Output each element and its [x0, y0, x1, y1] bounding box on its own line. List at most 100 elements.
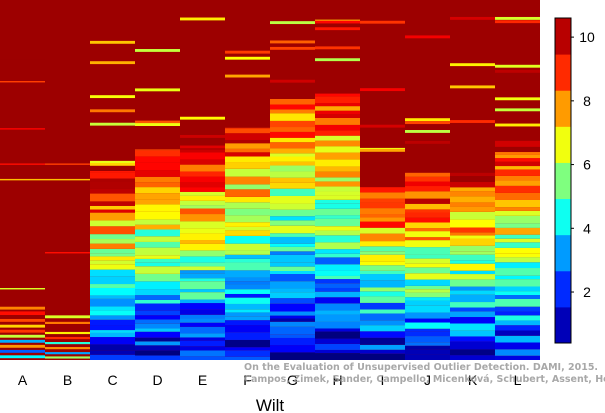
heatmap-cell [270, 292, 315, 299]
heatmap-cell [315, 349, 360, 354]
heatmap-cell [315, 130, 360, 136]
heatmap-cell [405, 203, 450, 210]
heatmap-cell [315, 140, 360, 147]
heatmap-cell [225, 289, 270, 294]
heatmap-cell [360, 251, 405, 255]
heatmap-cell [270, 153, 315, 157]
heatmap-cell [45, 336, 90, 340]
heatmap-cell [0, 324, 45, 328]
heatmap-cell [135, 123, 180, 126]
heatmap-cell [180, 278, 225, 282]
heatmap-cell [180, 171, 225, 177]
heatmap-cell [270, 137, 315, 143]
heatmap-cell [180, 149, 225, 153]
heatmap-cell [270, 79, 315, 83]
heatmap-cell [405, 35, 450, 39]
heatmap-cell [0, 349, 45, 353]
heatmap-cell [225, 202, 270, 209]
heatmap-cell [360, 309, 405, 314]
heatmap-cell [135, 266, 180, 274]
heatmap-cell [360, 148, 405, 152]
heatmap-cell [90, 276, 135, 285]
heatmap-cell [90, 182, 135, 189]
heatmap-cell [360, 320, 405, 326]
heatmap-cell [405, 231, 450, 238]
heatmap-cell [180, 208, 225, 215]
heatmap-cell [405, 228, 450, 232]
heatmap-cell [405, 292, 450, 298]
heatmap-cell [90, 337, 135, 345]
heatmap-cell [135, 331, 180, 338]
colorbar-tick-label: 2 [583, 284, 591, 300]
heatmap-cell [135, 182, 180, 188]
x-tick-label: F [243, 372, 252, 388]
heatmap-cell [405, 354, 450, 360]
heatmap-cell [90, 95, 135, 99]
heatmap-cell [495, 268, 540, 276]
heatmap-cell [90, 239, 135, 244]
heatmap-cell [225, 316, 270, 321]
heatmap-cell [135, 255, 180, 259]
heatmap-cell [450, 172, 495, 177]
colorbar-segment [555, 162, 571, 200]
heatmap-cell [450, 232, 495, 236]
heatmap-cell [180, 250, 225, 257]
heatmap-cell [135, 156, 180, 163]
heatmap-cell [135, 187, 180, 194]
heatmap-cell [360, 187, 405, 193]
heatmap-cell [450, 311, 495, 318]
heatmap-cell [315, 152, 360, 160]
heatmap-cell [495, 234, 540, 239]
heatmap-cell [450, 171, 495, 173]
heatmap-cell [495, 210, 540, 216]
heatmap-cell [315, 242, 360, 250]
heatmap-cell [495, 180, 540, 186]
heatmap-cell [135, 258, 180, 263]
heatmap-cell [270, 148, 315, 154]
heatmap-cell [180, 314, 225, 319]
heatmap-cell [360, 353, 405, 360]
heatmap-cell [0, 0, 45, 60]
heatmap-cell [225, 356, 270, 360]
x-axis-label: Wilt [256, 396, 285, 413]
heatmap-cell [360, 241, 405, 247]
heatmap-cell [180, 346, 225, 351]
heatmap-cell [450, 294, 495, 303]
heatmap-cell [315, 253, 360, 258]
heatmap-cell [405, 237, 450, 241]
heatmap-cell [270, 326, 315, 335]
heatmap-cell [450, 63, 495, 67]
heatmap-cell [90, 209, 135, 213]
heatmap-cell [90, 354, 135, 360]
heatmap-cell [135, 262, 180, 267]
heatmap-cell [450, 120, 495, 123]
heatmap-cell [135, 295, 180, 300]
heatmap-cell [270, 315, 315, 319]
heatmap-cell [450, 302, 495, 308]
heatmap-cell [360, 221, 405, 228]
heatmap-cell [405, 300, 450, 306]
heatmap-cell [90, 253, 135, 257]
heatmap-cell [225, 215, 270, 223]
heatmap-cell [0, 329, 45, 333]
heatmap-cell [225, 325, 270, 333]
heatmap-cell [450, 330, 495, 337]
heatmap-cell [360, 261, 405, 266]
heatmap-cell [495, 185, 540, 193]
heatmap-cell [225, 297, 270, 304]
heatmap-cell [450, 336, 495, 342]
heatmap-cell [45, 342, 90, 345]
heatmap-cell [315, 208, 360, 216]
heatmap-cell [315, 199, 360, 204]
heatmap-cell [90, 178, 135, 183]
heatmap-cell [0, 355, 45, 359]
heatmap-cell [135, 236, 180, 242]
heatmap-cell [315, 338, 360, 344]
heatmap-cell [315, 235, 360, 243]
colorbar-tick-label: 4 [583, 220, 591, 236]
x-tick-label: B [63, 372, 72, 388]
heatmap-cell [450, 176, 495, 183]
heatmap-cell [180, 273, 225, 279]
heatmap-cell [270, 161, 315, 166]
heatmap-cell [135, 162, 180, 171]
